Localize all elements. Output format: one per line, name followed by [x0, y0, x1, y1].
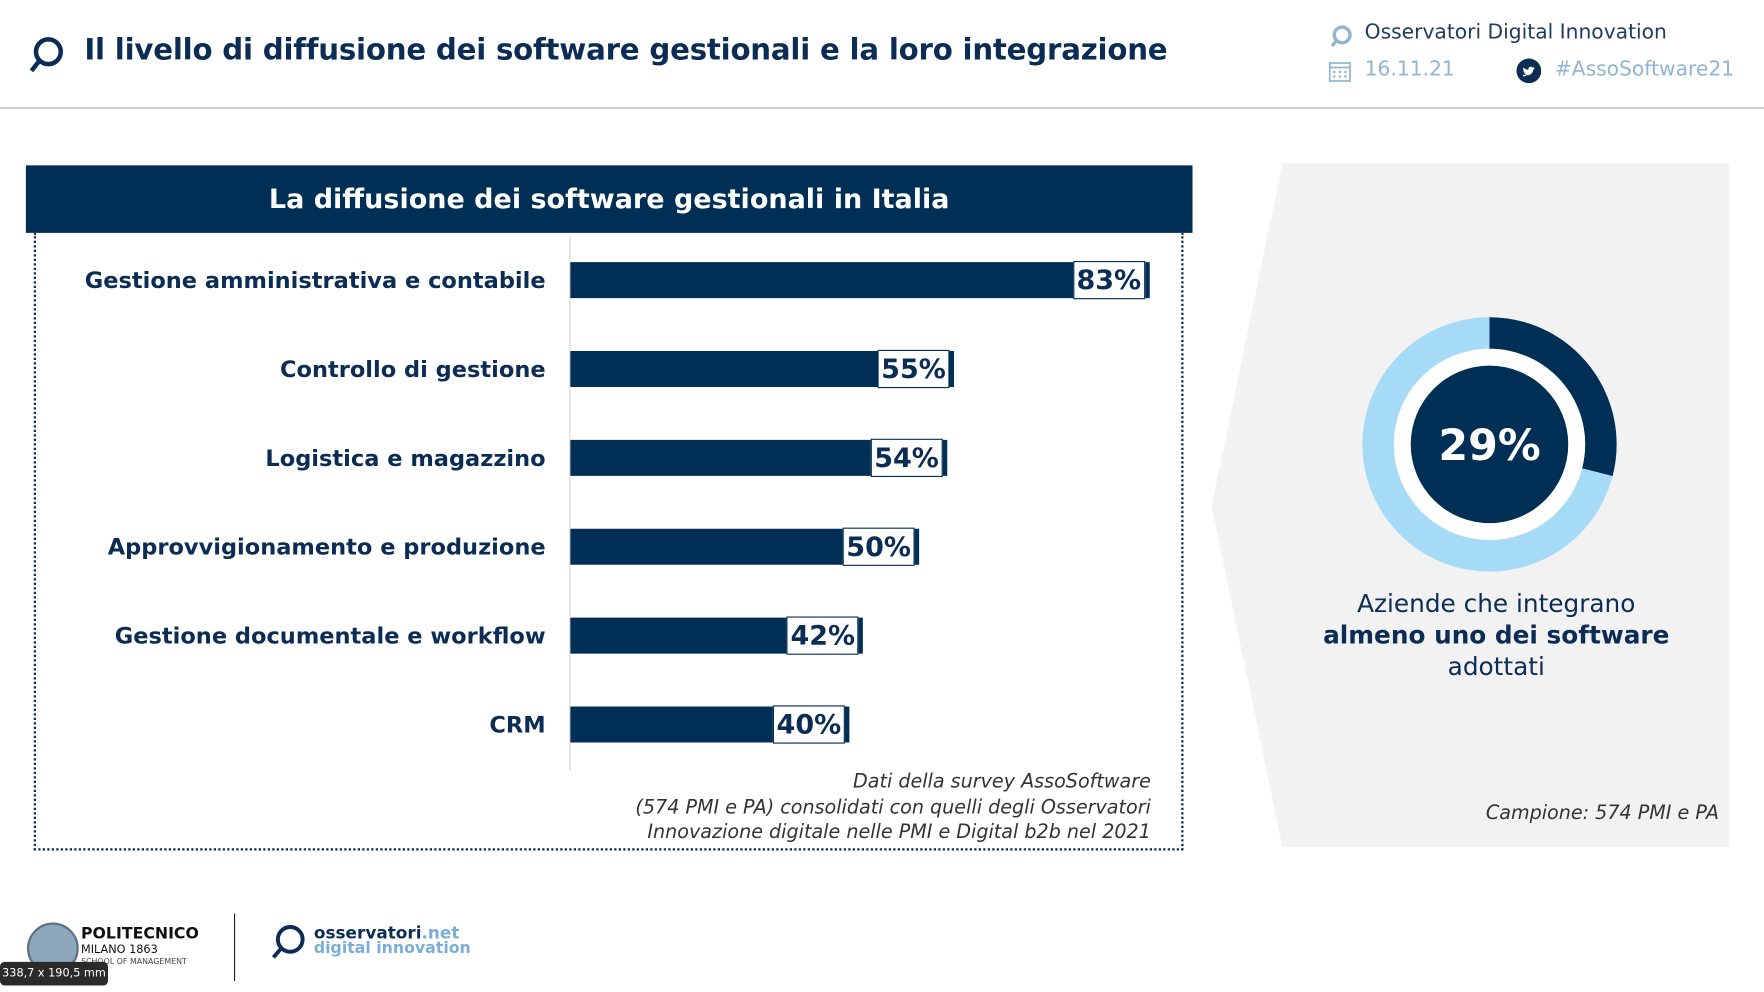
chart-axis [569, 236, 571, 771]
osservatori-logo-icon [271, 925, 305, 959]
osservatori-logo-text: osservatori.net [313, 922, 460, 943]
politecnico-name: POLITECNICO [81, 924, 199, 943]
chart-note-line-1: Dati della survey AssoSoftware [852, 770, 1151, 794]
header-divider [0, 106, 1764, 110]
bar-value-label: 55% [877, 349, 950, 389]
donut-caption-line-3: adottati [1447, 653, 1545, 682]
osservatori-logo-subtext: digital innovation [313, 939, 471, 958]
chart-note-line-3: Innovazione digitale nelle PMI e Digital… [647, 821, 1151, 844]
donut-caption: Aziende che integrano almeno uno dei sof… [1294, 590, 1699, 685]
donut-chart: 29% [1362, 317, 1617, 572]
category-label: Gestione amministrativa e contabile [84, 266, 546, 294]
page-title: Il livello di diffusione dei software ge… [84, 33, 1168, 68]
category-label: CRM [489, 711, 546, 738]
observatory-icon [1330, 25, 1352, 48]
category-label: Controllo di gestione [279, 355, 546, 383]
twitter-icon[interactable] [1516, 58, 1542, 84]
bar-value-label: 40% [772, 705, 845, 744]
footer-divider [234, 913, 236, 981]
bar-value-label: 83% [1072, 261, 1145, 300]
sample-note: Campione: 574 PMI e PA [1485, 802, 1719, 825]
bar [570, 262, 1150, 299]
donut-caption-line-1: Aziende che integrano [1357, 590, 1636, 619]
politecnico-city: MILANO 1863 [81, 943, 158, 957]
politecnico-school: SCHOOL OF MANAGEMENT [81, 957, 187, 967]
category-label: Logistica e magazzino [265, 444, 546, 472]
bar-value-label: 50% [842, 527, 915, 566]
chart-note-line-2: (574 PMI e PA) consolidati con quelli de… [635, 796, 1151, 820]
chart-title: La diffusione dei software gestionali in… [25, 165, 1193, 233]
bar-value-label: 54% [870, 438, 943, 477]
hashtag-link[interactable]: #AssoSoftware21 [1554, 57, 1735, 81]
donut-value-label: 29% [1438, 421, 1540, 471]
magnifier-logo-icon [29, 37, 63, 73]
category-label: Gestione documentale e workflow [114, 622, 546, 650]
calendar-icon [1328, 62, 1351, 82]
date: 16.11.21 [1364, 57, 1455, 81]
chart-frame [33, 232, 1184, 851]
brand-name: Osservatori Digital Innovation [1364, 20, 1667, 44]
category-label: Approvvigionamento e produzione [107, 533, 546, 561]
donut-caption-line-2: almeno uno dei software [1323, 622, 1670, 651]
bar-value-label: 42% [786, 616, 859, 655]
dimension-tooltip: 338,7 x 190,5 mm [0, 961, 108, 986]
donut-value-segment [1362, 317, 1617, 572]
